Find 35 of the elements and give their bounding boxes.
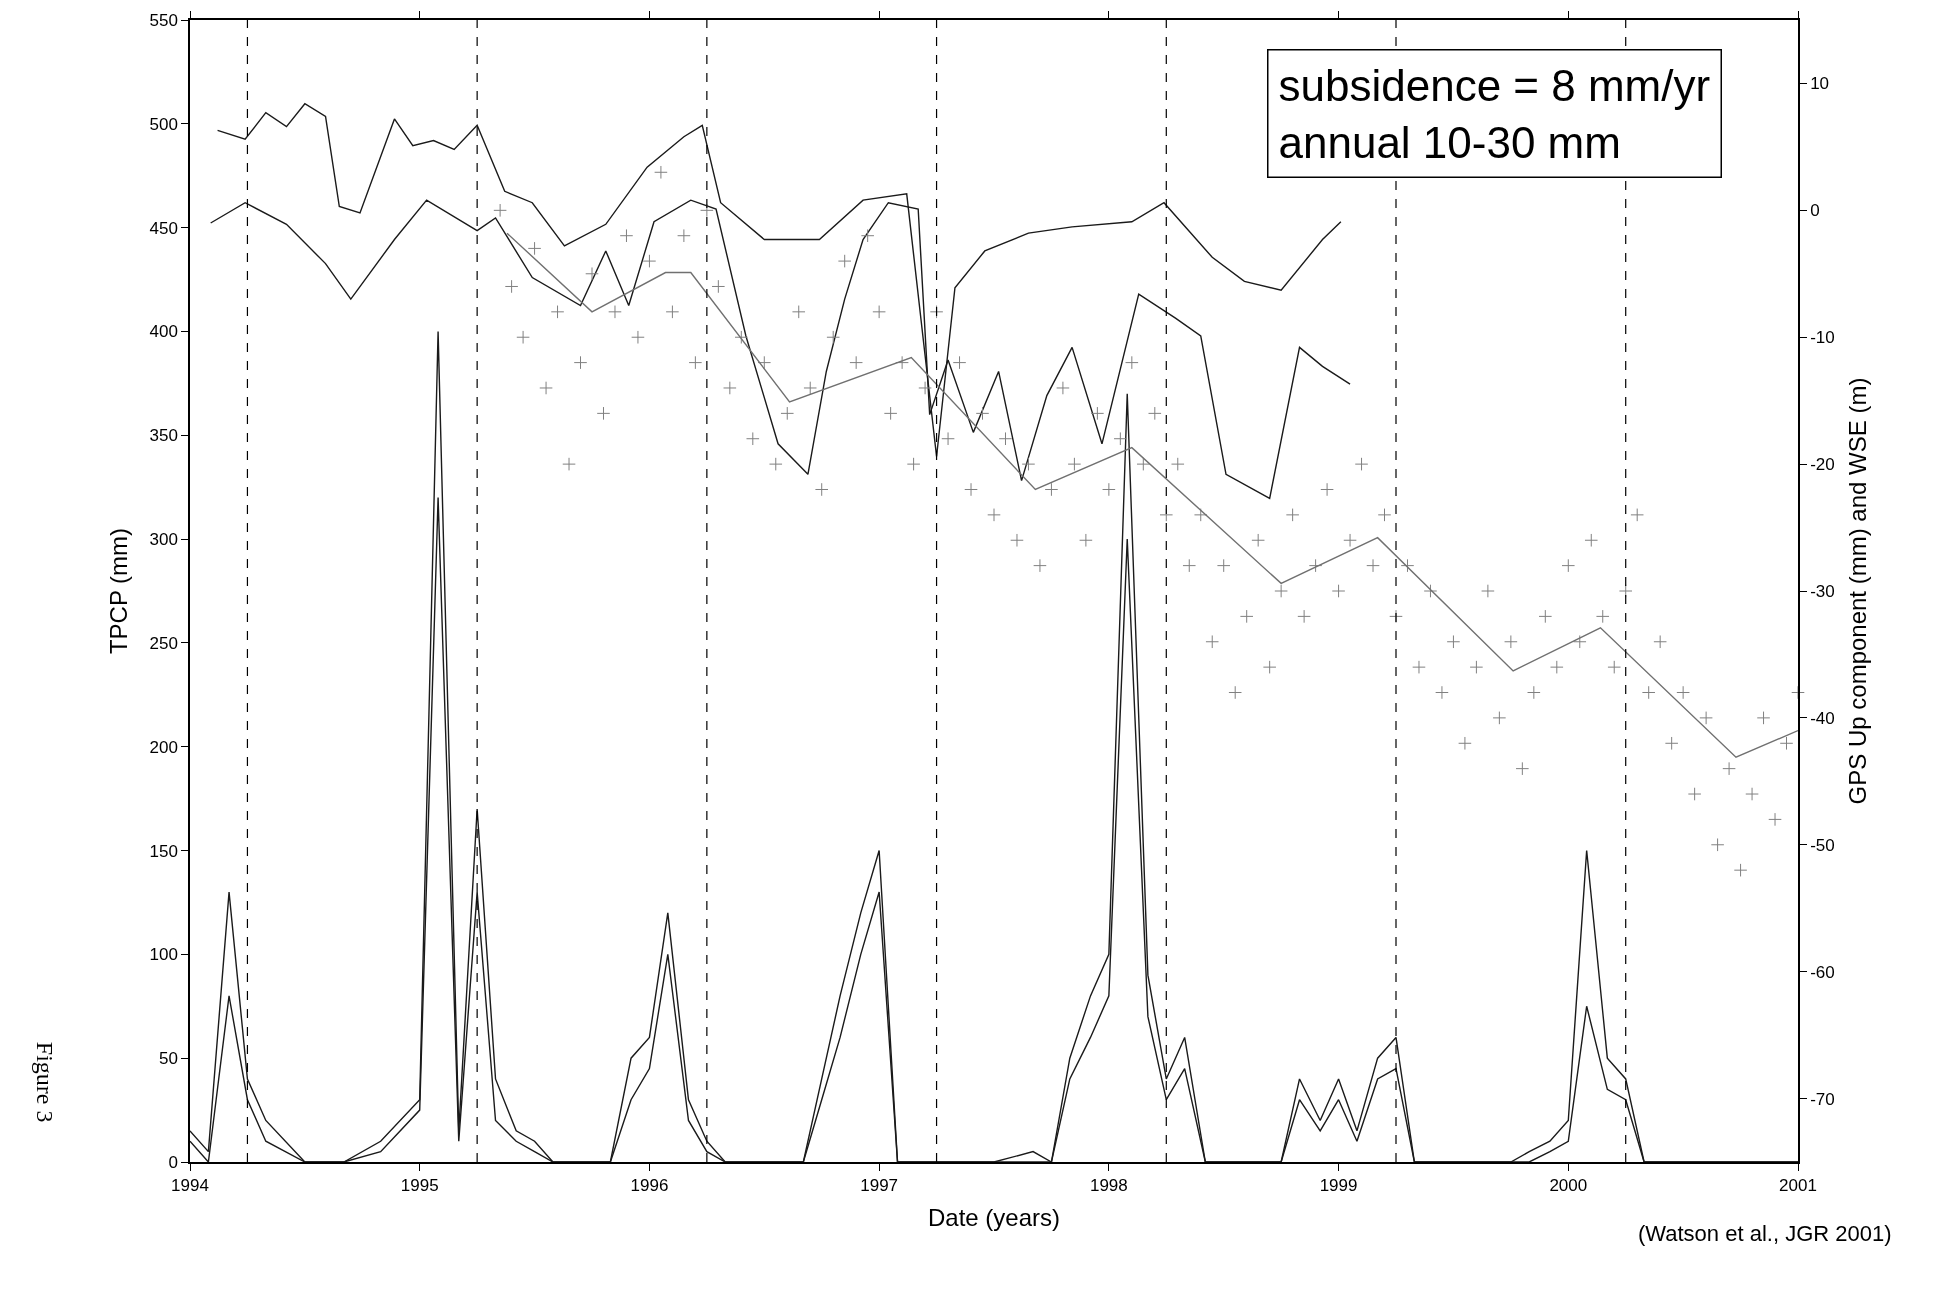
x-tick-label: 1997 <box>860 1176 899 1196</box>
y2-tick-label: -50 <box>1810 835 1835 855</box>
y-tick-label: 150 <box>149 841 178 861</box>
y-tick-label: 50 <box>158 1049 178 1069</box>
x-tick-label: 2001 <box>1779 1176 1817 1196</box>
x-tick-label: 1998 <box>1089 1176 1128 1196</box>
y2-tick-label: 0 <box>1810 201 1820 221</box>
y-tick-label: 200 <box>149 737 178 757</box>
y2-tick-label: -10 <box>1810 328 1835 348</box>
x-tick-label: 1995 <box>400 1176 439 1196</box>
x-axis-title: Date (years) <box>927 1203 1061 1231</box>
x-tick-label: 1994 <box>171 1176 209 1196</box>
y2-tick-label: -60 <box>1810 962 1835 982</box>
y2-tick-label: -20 <box>1810 455 1835 475</box>
x-tick-label: 1999 <box>1319 1176 1358 1196</box>
y-tick-label: 100 <box>149 945 178 965</box>
y-tick-label: 450 <box>149 218 178 238</box>
x-tick-label: 1996 <box>630 1176 669 1196</box>
caption: Figure 3 <box>32 1041 59 1123</box>
y-tick-label: 550 <box>149 10 178 30</box>
y-tick-label: 0 <box>168 1152 178 1172</box>
y-axis-title: TPCP (mm) <box>105 527 133 655</box>
y2-tick-label: -70 <box>1810 1089 1835 1109</box>
y-tick-label: 500 <box>149 114 178 134</box>
text: (Watson et al., JGR 2001) <box>1638 1221 1892 1246</box>
y-tick-label: 300 <box>149 530 178 550</box>
x-tick-label: 2000 <box>1549 1176 1588 1196</box>
y2-tick-label: -30 <box>1810 581 1835 601</box>
y-tick-label: 250 <box>149 633 178 653</box>
annotation: subsidence = 8 mm/yr annual 10-30 mm <box>1278 60 1711 167</box>
y-tick-label: 350 <box>149 426 178 446</box>
y2-tick-label: 10 <box>1810 74 1830 94</box>
y-tick-label: 400 <box>149 322 178 342</box>
y2-tick-label: -40 <box>1810 708 1835 728</box>
y2-axis-title: GPS Up component (mm) and WSE (m) <box>1843 377 1871 805</box>
